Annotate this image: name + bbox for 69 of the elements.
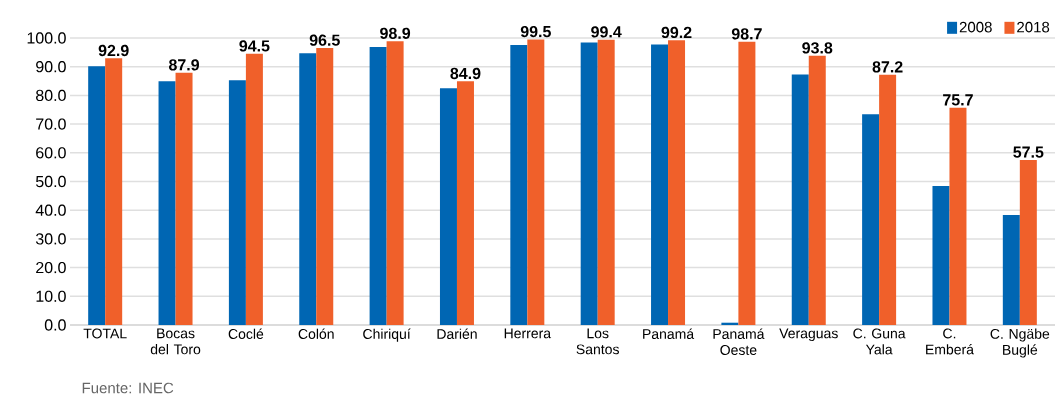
x-tick-label: C. Emberá <box>926 328 974 355</box>
bar <box>1019 159 1037 325</box>
bar <box>105 58 123 325</box>
data-label: 99.5 <box>520 25 551 38</box>
legend-label: 2018 <box>1017 21 1050 33</box>
source-note: Fuente: INEC <box>82 382 174 394</box>
bar <box>651 44 669 325</box>
bar <box>738 41 756 325</box>
x-tick-label: C. Guna Yala <box>853 328 906 355</box>
bar <box>862 114 880 325</box>
bar <box>439 88 457 325</box>
bar <box>510 44 528 325</box>
x-tick-label: Veraguas <box>779 328 838 342</box>
bar <box>527 39 545 325</box>
legend-label: 2008 <box>959 21 992 33</box>
bar <box>299 53 317 325</box>
bar <box>316 48 334 325</box>
x-tick-label: Herrera <box>504 328 552 339</box>
data-label: 84.9 <box>450 67 481 80</box>
bar <box>597 39 615 325</box>
y-tick-label: 30.0 <box>35 233 66 245</box>
x-tick-label: Chiriquí <box>363 328 411 342</box>
data-label: 98.9 <box>380 27 411 39</box>
data-label: 87.9 <box>168 59 199 71</box>
y-tick-label: 40.0 <box>35 204 66 216</box>
x-tick-label: Los Santos <box>576 328 619 355</box>
x-tick-label: Bocas del Toro <box>150 328 201 355</box>
data-label: 93.8 <box>802 42 833 54</box>
x-tick-label: TOTAL <box>83 328 127 339</box>
data-label: 94.5 <box>239 40 270 52</box>
data-label: 96.5 <box>309 34 340 46</box>
x-tick-label: Panamá Oeste <box>713 328 765 355</box>
x-tick-label: Panamá <box>643 328 695 339</box>
y-tick-label: 20.0 <box>36 261 66 274</box>
bar <box>668 40 686 325</box>
bar <box>456 81 474 325</box>
y-tick-label: 80.0 <box>36 89 66 102</box>
y-tick-label: 70.0 <box>36 118 66 130</box>
data-label: 92.9 <box>98 44 129 57</box>
bar <box>175 72 193 325</box>
data-label: 99.4 <box>591 26 622 38</box>
data-label: 98.7 <box>731 28 762 40</box>
data-label: 57.5 <box>1013 146 1044 158</box>
y-tick-label: 100.0 <box>27 32 66 44</box>
y-tick-label: 90.0 <box>36 61 66 73</box>
y-tick-label: 10.0 <box>36 290 66 302</box>
bar <box>1002 215 1020 325</box>
bar <box>245 53 263 325</box>
bar <box>386 41 404 325</box>
x-tick-label: Coclé <box>228 328 264 339</box>
bar <box>228 80 246 325</box>
y-tick-label: 0.0 <box>44 319 66 331</box>
data-label: 99.2 <box>661 26 692 39</box>
bar <box>369 46 387 325</box>
bar <box>158 81 176 325</box>
data-label: 87.2 <box>872 61 903 73</box>
bar <box>949 107 967 325</box>
x-tick-label: C. Ngäbe Buglé <box>990 328 1050 358</box>
bar <box>791 74 809 325</box>
bar <box>808 55 826 325</box>
x-tick-label: Darién <box>437 328 477 339</box>
bar <box>88 66 106 325</box>
y-tick-label: 60.0 <box>36 147 66 159</box>
x-tick-label: Colón <box>298 328 334 339</box>
y-tick-label: 50.0 <box>35 175 66 188</box>
bar <box>580 42 598 325</box>
bar <box>879 74 897 325</box>
bar <box>932 186 950 325</box>
data-label: 75.7 <box>943 94 973 106</box>
